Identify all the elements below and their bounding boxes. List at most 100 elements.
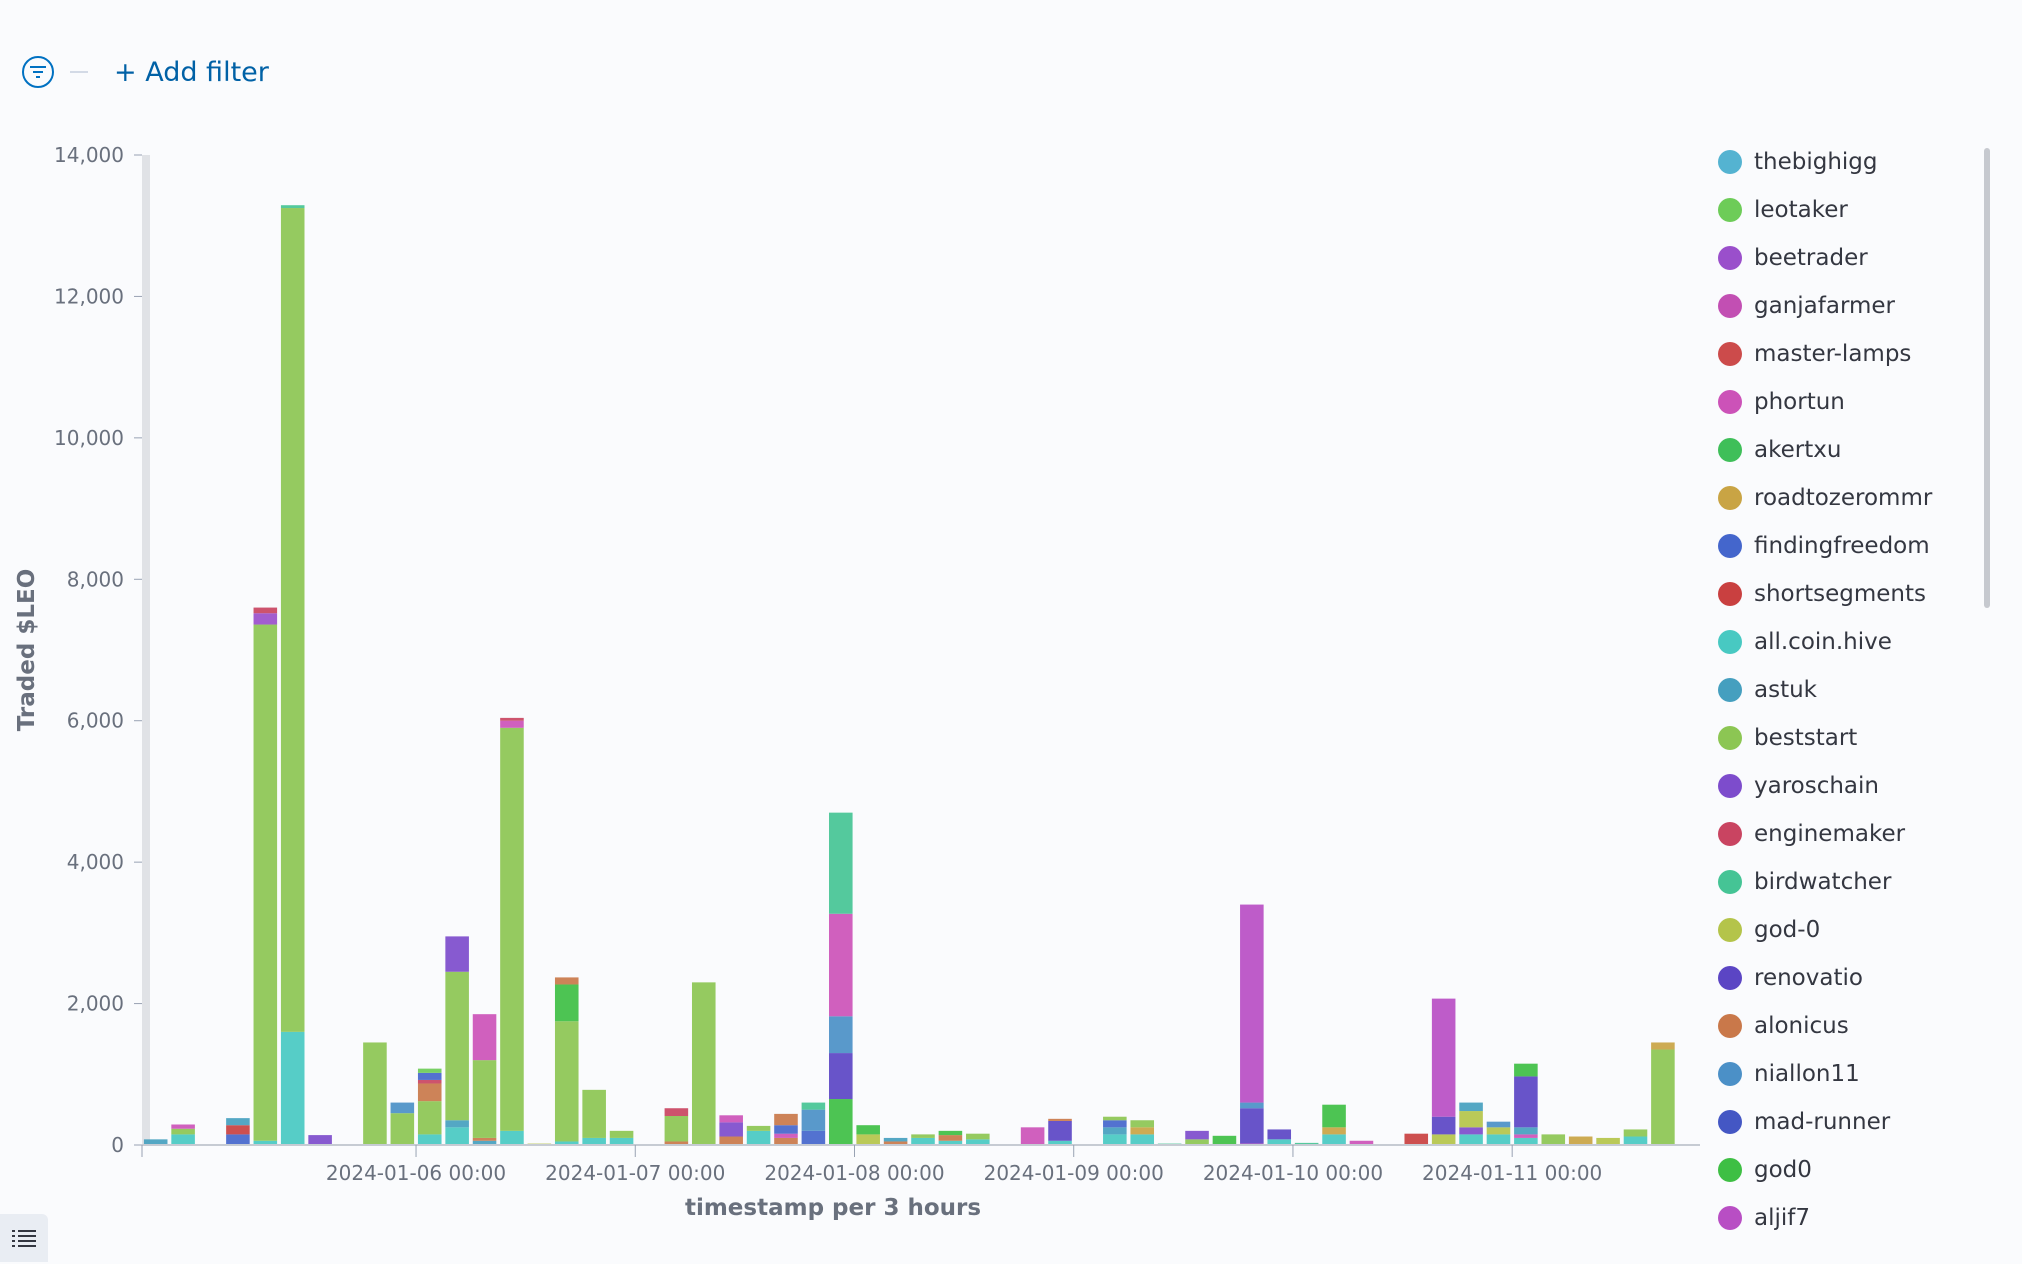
- bar-segment-alonicus[interactable]: [554, 977, 579, 985]
- bar-segment-beststart[interactable]: [911, 1134, 935, 1138]
- legend-item[interactable]: phortun: [1718, 378, 1958, 426]
- bar-segment-all-coin-hive[interactable]: [500, 1130, 524, 1145]
- bar-segment-yaroschain[interactable]: [308, 1135, 332, 1145]
- bar-segment-phortun[interactable]: [472, 1014, 497, 1061]
- bar-segment-beststart[interactable]: [500, 727, 524, 1131]
- bar-segment-god-0[interactable]: [1486, 1127, 1511, 1135]
- bar-segment-all-coin-hive[interactable]: [1103, 1134, 1127, 1145]
- bar-segment-all-coin-hive[interactable]: [582, 1137, 606, 1145]
- bar-segment-all-coin-hive[interactable]: [554, 1141, 579, 1145]
- bar-segment-beststart[interactable]: [1541, 1134, 1566, 1145]
- bar-segment-all-coin-hive[interactable]: [1459, 1134, 1483, 1145]
- legend-item[interactable]: ganjafarmer: [1718, 282, 1958, 330]
- bar-segment-alonicus[interactable]: [883, 1141, 908, 1145]
- legend-item[interactable]: god-0: [1718, 906, 1958, 954]
- bar-segment-enginemaker[interactable]: [500, 717, 524, 721]
- bar-segment-renovatio[interactable]: [1267, 1129, 1292, 1140]
- legend-item[interactable]: shortsegments: [1718, 570, 1958, 618]
- bar-segment-phortun[interactable]: [774, 1133, 798, 1138]
- bar-segment-enginemaker[interactable]: [253, 607, 278, 614]
- bar-segment-beststart[interactable]: [1185, 1139, 1209, 1145]
- bar-segment-all-coin-hive[interactable]: [1267, 1139, 1292, 1145]
- bar-segment-roadtozerommr[interactable]: [1568, 1136, 1593, 1145]
- bar-segment-god-0[interactable]: [1459, 1111, 1483, 1128]
- bar-segment-beetrader[interactable]: [253, 613, 278, 625]
- bar-segment-all-coin-hive[interactable]: [171, 1134, 195, 1145]
- legend-item[interactable]: beststart: [1718, 714, 1958, 762]
- legend-scrollbar[interactable]: [1984, 148, 1990, 608]
- bar-segment-birdwatcher[interactable]: [829, 812, 853, 914]
- bar-segment-beststart[interactable]: [691, 982, 716, 1145]
- bar-segment-beststart[interactable]: [171, 1128, 195, 1135]
- legend-item[interactable]: thebighigg: [1718, 138, 1958, 186]
- bar-segment-yaroschain[interactable]: [1185, 1130, 1209, 1140]
- bar-segment-god0[interactable]: [856, 1125, 880, 1135]
- bar-segment-birdwatcher[interactable]: [1294, 1142, 1319, 1145]
- legend-item[interactable]: aljif7: [1718, 1194, 1958, 1242]
- legend-item[interactable]: birdwatcher: [1718, 858, 1958, 906]
- bar-segment-god0[interactable]: [829, 1099, 853, 1145]
- bar-segment-beststart[interactable]: [472, 1060, 497, 1138]
- bar-segment-beststart[interactable]: [1651, 1049, 1675, 1145]
- add-filter-button[interactable]: + Add filter: [114, 56, 269, 88]
- bar-segment-all-coin-hive[interactable]: [1623, 1136, 1648, 1145]
- bar-segment-findingfreedom[interactable]: [226, 1134, 250, 1145]
- legend-item[interactable]: niallon11: [1718, 1050, 1958, 1098]
- bar-segment-phortun[interactable]: [171, 1124, 195, 1129]
- bar-segment-beststart[interactable]: [253, 624, 278, 1141]
- legend-item[interactable]: renovatio: [1718, 954, 1958, 1002]
- bar-segment-alonicus[interactable]: [774, 1137, 798, 1145]
- bar-segment-beststart[interactable]: [746, 1125, 771, 1131]
- bar-segment-beststart[interactable]: [609, 1130, 634, 1138]
- bar-segment-alonicus[interactable]: [472, 1137, 497, 1141]
- bar-segment-niallon11[interactable]: [1240, 1102, 1264, 1109]
- bar-segment-alonicus[interactable]: [664, 1141, 689, 1145]
- bar-segment-beststart[interactable]: [1130, 1120, 1155, 1128]
- bar-segment-all-coin-hive[interactable]: [966, 1139, 990, 1145]
- bar-segment-alonicus[interactable]: [938, 1135, 963, 1141]
- bar-segment-renovatio[interactable]: [829, 1053, 853, 1100]
- legend-item[interactable]: alonicus: [1718, 1002, 1958, 1050]
- legend-item[interactable]: findingfreedom: [1718, 522, 1958, 570]
- bar-segment-phortun[interactable]: [1349, 1140, 1374, 1145]
- bar-segment-niallon11[interactable]: [390, 1102, 415, 1114]
- bar-segment-roadtozerommr[interactable]: [1130, 1127, 1155, 1135]
- bar-segment-alonicus[interactable]: [719, 1136, 743, 1145]
- bar-segment-all-coin-hive[interactable]: [445, 1127, 469, 1145]
- bar-segment-renovatio[interactable]: [1048, 1120, 1072, 1141]
- bar-segment-god-0[interactable]: [1431, 1134, 1456, 1145]
- legend-item[interactable]: master-lamps: [1718, 330, 1958, 378]
- bar-segment-all-coin-hive[interactable]: [253, 1140, 278, 1145]
- bar-segment-god0[interactable]: [554, 984, 579, 1022]
- bar-segment-alonicus[interactable]: [417, 1083, 442, 1102]
- bar-segment-beststart[interactable]: [417, 1101, 442, 1135]
- bar-segment-beststart[interactable]: [1103, 1116, 1127, 1121]
- legend-item[interactable]: astuk: [1718, 666, 1958, 714]
- bar-segment-birdwatcher[interactable]: [801, 1102, 826, 1110]
- bar-segment-shortsegments[interactable]: [1404, 1133, 1429, 1145]
- bar-segment-astuk[interactable]: [226, 1118, 250, 1126]
- bar-segment-findingfreedom[interactable]: [417, 1072, 442, 1080]
- bar-segment-god0[interactable]: [1514, 1063, 1538, 1077]
- bar-segment-astuk[interactable]: [1514, 1127, 1538, 1135]
- bar-segment-all-coin-hive[interactable]: [280, 1031, 305, 1145]
- bar-segment-all-coin-hive[interactable]: [911, 1137, 935, 1145]
- bar-segment-alonicus[interactable]: [1048, 1118, 1072, 1121]
- bar-segment-all-coin-hive[interactable]: [1486, 1134, 1511, 1145]
- bar-segment-beststart[interactable]: [363, 1042, 387, 1145]
- bar-segment-all-coin-hive[interactable]: [746, 1130, 771, 1145]
- bar-segment-yaroschain[interactable]: [445, 936, 469, 972]
- bar-segment-beststart[interactable]: [445, 971, 469, 1121]
- bar-segment-shortsegments[interactable]: [226, 1125, 250, 1135]
- bar-segment-aljif7[interactable]: [1431, 998, 1456, 1117]
- bar-segment-god0[interactable]: [1322, 1104, 1346, 1128]
- bar-segment-alonicus[interactable]: [774, 1113, 798, 1126]
- bar-segment-renovatio[interactable]: [1431, 1116, 1456, 1135]
- bar-segment-enginemaker[interactable]: [664, 1108, 689, 1117]
- bar-segment-beststart[interactable]: [390, 1113, 415, 1145]
- bar-segment-astuk[interactable]: [472, 1140, 497, 1145]
- bar-segment-beststart[interactable]: [664, 1116, 689, 1142]
- bar-segment-findingfreedom[interactable]: [1103, 1120, 1127, 1128]
- bar-segment-all-coin-hive[interactable]: [1514, 1137, 1538, 1145]
- bar-segment-phortun[interactable]: [500, 720, 524, 728]
